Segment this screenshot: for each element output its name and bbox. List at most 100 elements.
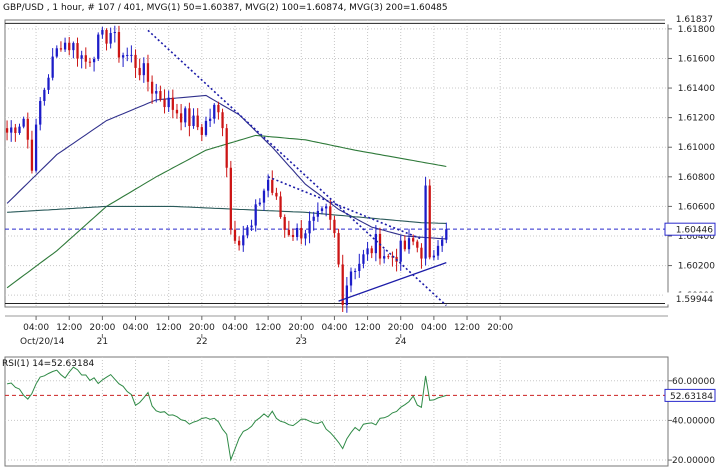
- price-tick-label: 1.60200: [678, 262, 715, 272]
- candle-body: [150, 81, 154, 94]
- candle-body: [97, 34, 100, 59]
- candle-body: [403, 240, 407, 250]
- candle-body: [59, 48, 63, 50]
- candle-body: [134, 54, 137, 68]
- candle-body: [179, 113, 183, 123]
- rsi-line: [6, 366, 447, 462]
- rsi-current-label-box: [664, 388, 716, 402]
- candlesticks: [5, 25, 448, 313]
- candle-body: [47, 77, 50, 90]
- candle-body: [217, 104, 220, 113]
- candle-body: [72, 43, 75, 51]
- candle-body: [424, 185, 427, 259]
- date-tick-label: Oct/20/14: [20, 337, 65, 347]
- time-tick-label: 12:00: [355, 323, 381, 333]
- candle-body: [308, 220, 311, 234]
- candle-body: [271, 179, 274, 193]
- candle-body: [254, 204, 257, 226]
- candle-body: [287, 229, 290, 235]
- dotted-trendline: [267, 176, 422, 240]
- candle-body: [300, 227, 303, 239]
- moving-average-line: [6, 94, 447, 240]
- rsi-tick-label: 20.00000: [672, 456, 715, 466]
- candle-body: [283, 217, 286, 230]
- candle-body: [184, 108, 187, 123]
- candle-body: [341, 264, 344, 306]
- candle-body: [279, 196, 282, 218]
- candle-body: [43, 89, 46, 101]
- candle-body: [204, 120, 208, 135]
- candle-body: [262, 190, 266, 203]
- time-tick-label: 12:00: [454, 323, 480, 333]
- candle-body: [92, 58, 96, 63]
- candle-body: [221, 112, 224, 129]
- candle-body: [387, 256, 390, 258]
- candle-body: [142, 63, 145, 76]
- date-tick-label: 21: [97, 337, 108, 347]
- candle-body: [304, 233, 307, 239]
- moving-average-line: [7, 205, 447, 224]
- candle-body: [155, 91, 158, 94]
- price-tick-label: 1.60400: [678, 232, 715, 242]
- candle-body: [175, 109, 179, 114]
- candle-body: [163, 99, 166, 108]
- candle-body: [291, 234, 295, 238]
- candle-body: [68, 42, 71, 51]
- candle-body: [126, 54, 129, 56]
- candle-body: [316, 211, 319, 217]
- candle-body: [196, 115, 199, 128]
- candle-body: [420, 247, 423, 259]
- candle-body: [349, 271, 353, 286]
- current-price-label-box: [664, 222, 716, 236]
- candle-body: [416, 241, 419, 248]
- candle-body: [188, 108, 191, 127]
- candle-body: [258, 202, 261, 205]
- candle-body: [146, 63, 150, 82]
- candle-body: [30, 139, 34, 171]
- candle-body: [329, 206, 332, 220]
- candle-body: [383, 256, 386, 259]
- time-tick-label: 04:00: [421, 323, 447, 333]
- candle-body: [167, 97, 170, 108]
- chart-title: GBP/USD , 1 hour, # 107 / 401, MVG(1) 50…: [3, 3, 448, 13]
- candle-body: [51, 56, 54, 78]
- price-tick-label: 1.61400: [678, 84, 715, 94]
- candle-body: [441, 239, 444, 246]
- candle-body: [130, 54, 133, 56]
- candle-body: [345, 285, 348, 306]
- candle-body: [109, 32, 112, 44]
- time-tick-label: 04:00: [222, 323, 248, 333]
- solid-trendline: [338, 262, 447, 302]
- candle-body: [105, 29, 108, 44]
- low-price-label-box: [665, 292, 715, 305]
- date-tick-label: 24: [395, 337, 407, 347]
- candle-body: [39, 100, 42, 125]
- time-tick-label: 20:00: [388, 323, 414, 333]
- candle-body: [14, 127, 17, 134]
- candle-body: [432, 255, 436, 258]
- candle-body: [320, 208, 324, 212]
- candle-body: [378, 233, 382, 259]
- candle-body: [117, 32, 121, 58]
- time-tick-label: 20:00: [189, 323, 215, 333]
- candle-body: [22, 118, 25, 127]
- candle-body: [80, 55, 83, 59]
- candle-body: [233, 229, 237, 241]
- candle-body: [354, 270, 357, 272]
- candle-body: [275, 192, 278, 197]
- time-tick-label: 20:00: [487, 323, 513, 333]
- price-tick-label: 1.61600: [678, 54, 715, 64]
- candle-body: [138, 67, 141, 76]
- time-tick-label: 04:00: [321, 323, 347, 333]
- candle-body: [295, 227, 299, 238]
- candle-body: [84, 55, 87, 62]
- time-tick-label: 12:00: [156, 323, 182, 333]
- candle-body: [63, 42, 67, 50]
- current-price-label: 1.60446: [676, 226, 713, 236]
- candle-body: [26, 118, 29, 140]
- candle-body: [333, 219, 336, 234]
- candle-body: [362, 254, 365, 264]
- candle-body: [337, 233, 340, 265]
- candle-body: [113, 32, 116, 34]
